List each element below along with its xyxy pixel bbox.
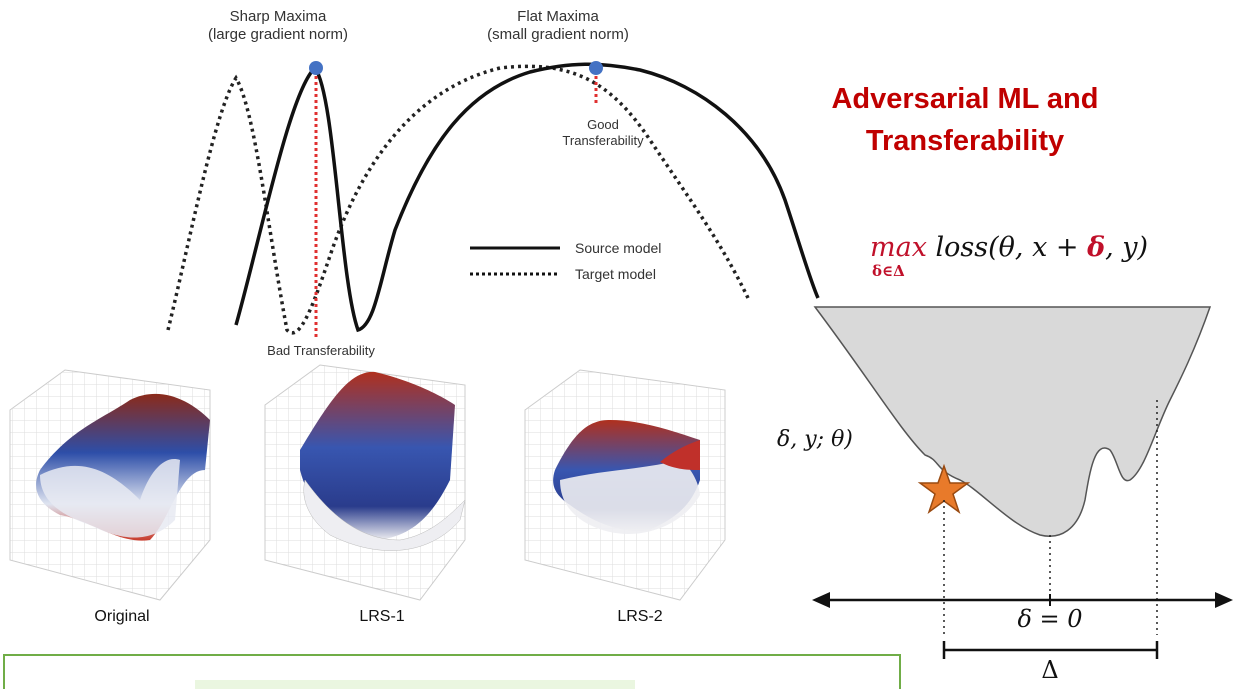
flat-maxima-line1: Flat Maxima: [517, 8, 599, 25]
formula-delta: δ: [1087, 232, 1106, 263]
delta-range-label: Δ: [1041, 656, 1059, 684]
axis-arrow-left: [812, 592, 830, 608]
surface-lrs1: [264, 364, 466, 601]
formula-subscript: δ∈Δ: [872, 262, 905, 280]
bad-transfer-label: Bad Transferability: [267, 343, 375, 358]
target-model-curve: [166, 64, 750, 335]
legend-source: Source model: [575, 240, 662, 256]
formula-pre: loss(θ, x +: [935, 232, 1088, 263]
caption-lrs2: LRS-2: [617, 608, 663, 625]
legend-target: Target model: [575, 266, 656, 282]
good-transfer-label: Good Transferability: [548, 117, 658, 149]
caption-lrs1: LRS-1: [359, 608, 405, 625]
surface-original: [9, 369, 211, 601]
formula-post: , y): [1105, 232, 1149, 263]
surface-lrs2: [524, 369, 726, 601]
source-model-curve: [234, 62, 820, 333]
title-line1: Adversarial ML and: [831, 83, 1099, 115]
objective-formula: max δ∈Δ loss(θ, x + δ, y): [870, 232, 1149, 280]
sharp-maxima-line1: Sharp Maxima: [229, 8, 327, 25]
sharp-max-point: [309, 61, 323, 75]
bottom-green-highlight: [195, 680, 635, 689]
slide-title: Adversarial ML and Transferability: [795, 78, 1135, 162]
sharp-maxima-line2: (large gradient norm): [207, 26, 349, 43]
flat-max-point: [589, 61, 603, 75]
sharp-maxima-label: Sharp Maxima (large gradient norm): [198, 8, 358, 44]
caption-original: Original: [94, 608, 150, 625]
good-transfer-line1: Good: [587, 117, 619, 132]
title-line2: Transferability: [865, 125, 1065, 157]
bottom-green-box: [3, 654, 901, 689]
good-transfer-line2: Transferability: [562, 133, 644, 148]
delta-zero-label: δ = 0: [1017, 605, 1083, 633]
flat-maxima-line2: (small gradient norm): [487, 26, 629, 43]
axis-arrow-right: [1215, 592, 1233, 608]
loss-basin: [813, 306, 1212, 537]
formula-max: max: [870, 232, 927, 263]
partial-formula: δ, y; θ): [777, 427, 853, 452]
flat-maxima-label: Flat Maxima (small gradient norm): [478, 8, 638, 44]
